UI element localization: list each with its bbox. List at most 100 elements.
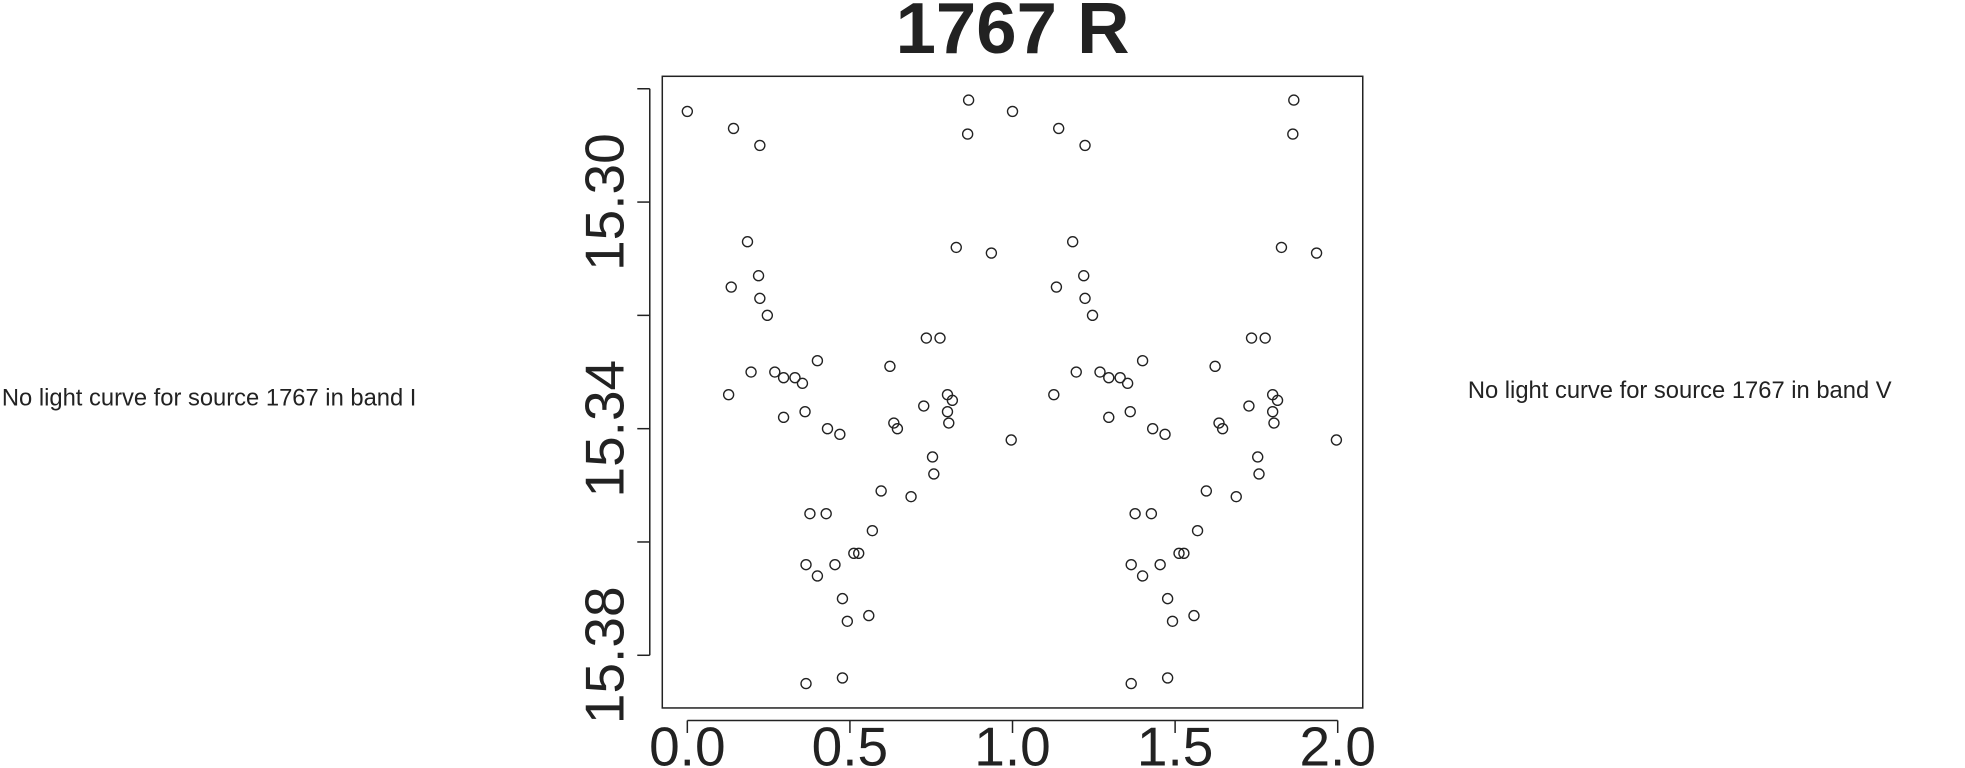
- point: [1188, 609, 1200, 622]
- point: [1191, 524, 1204, 537]
- point: [821, 422, 834, 435]
- point: [841, 615, 854, 627]
- point: [800, 677, 812, 690]
- point: [1213, 417, 1225, 429]
- point: [918, 400, 930, 412]
- point: [1005, 434, 1017, 446]
- x-tick-label: 1.0: [974, 715, 1050, 768]
- point: [1078, 270, 1090, 282]
- y-tick-label: 15.30: [574, 133, 636, 271]
- point: [811, 570, 824, 582]
- x-tick-label: 2.0: [1299, 715, 1375, 768]
- point: [928, 468, 940, 480]
- chart-title: 1767 R: [896, 0, 1130, 69]
- point: [727, 122, 740, 135]
- point: [934, 332, 946, 344]
- point: [1079, 139, 1091, 152]
- point: [1124, 405, 1136, 418]
- point: [926, 451, 939, 463]
- left-note: No light curve for source 1767 in band I: [2, 384, 417, 411]
- point: [777, 371, 790, 384]
- point: [985, 247, 998, 259]
- point: [829, 558, 841, 571]
- point: [941, 405, 954, 418]
- point: [761, 309, 774, 322]
- point: [741, 236, 754, 248]
- point: [834, 428, 846, 441]
- point: [1125, 558, 1137, 571]
- x-tick-label: 0.0: [649, 715, 725, 768]
- point: [754, 292, 766, 305]
- point: [1216, 422, 1229, 435]
- point: [1166, 615, 1179, 627]
- point: [769, 366, 781, 378]
- point: [1125, 677, 1137, 690]
- point: [1200, 485, 1213, 497]
- point: [866, 524, 879, 537]
- point: [811, 354, 824, 367]
- point: [1129, 507, 1141, 520]
- point: [863, 609, 875, 622]
- point: [848, 547, 860, 559]
- point: [820, 507, 832, 520]
- point: [799, 405, 811, 418]
- point: [1161, 592, 1174, 605]
- point: [1159, 428, 1171, 441]
- point: [891, 422, 904, 435]
- point: [754, 139, 766, 152]
- point: [1114, 371, 1126, 384]
- point: [777, 411, 790, 424]
- point: [725, 281, 737, 293]
- point: [800, 558, 812, 571]
- point: [950, 241, 962, 254]
- point: [722, 388, 735, 401]
- point: [943, 417, 955, 429]
- point: [836, 672, 849, 684]
- point: [1154, 558, 1166, 571]
- point: [853, 547, 865, 559]
- x-tick-label: 1.5: [1137, 715, 1213, 768]
- point: [1094, 366, 1106, 378]
- point: [1243, 400, 1255, 412]
- point: [1259, 332, 1271, 344]
- point: [1079, 292, 1091, 305]
- point: [1146, 422, 1159, 435]
- point: [962, 94, 975, 106]
- point: [1288, 94, 1300, 106]
- point: [1121, 377, 1134, 390]
- point: [1086, 309, 1099, 322]
- x-tick-label: 0.5: [812, 715, 888, 768]
- point: [681, 105, 694, 118]
- point: [1145, 507, 1158, 520]
- right-note: No light curve for source 1767 in band V: [1468, 377, 1892, 404]
- point: [1271, 394, 1284, 407]
- y-tick-label: 15.38: [574, 586, 636, 724]
- point: [789, 371, 801, 384]
- point: [745, 366, 757, 378]
- point: [1136, 354, 1149, 367]
- point: [1136, 570, 1149, 582]
- point: [875, 485, 887, 497]
- point: [888, 417, 900, 429]
- y-tick-label: 15.34: [574, 360, 636, 498]
- point: [804, 507, 816, 520]
- point: [1161, 672, 1174, 684]
- point: [1173, 547, 1185, 559]
- point: [884, 360, 896, 373]
- point: [1310, 247, 1323, 259]
- point: [1287, 128, 1299, 140]
- point: [752, 270, 765, 282]
- point: [961, 128, 974, 140]
- point: [1103, 371, 1115, 384]
- point: [1178, 547, 1190, 559]
- point: [946, 394, 959, 407]
- point: [1070, 366, 1082, 378]
- point: [1252, 451, 1264, 463]
- point: [1066, 236, 1079, 248]
- point: [1053, 122, 1065, 135]
- point: [1245, 332, 1258, 344]
- point: [1253, 468, 1265, 480]
- point: [1048, 388, 1060, 401]
